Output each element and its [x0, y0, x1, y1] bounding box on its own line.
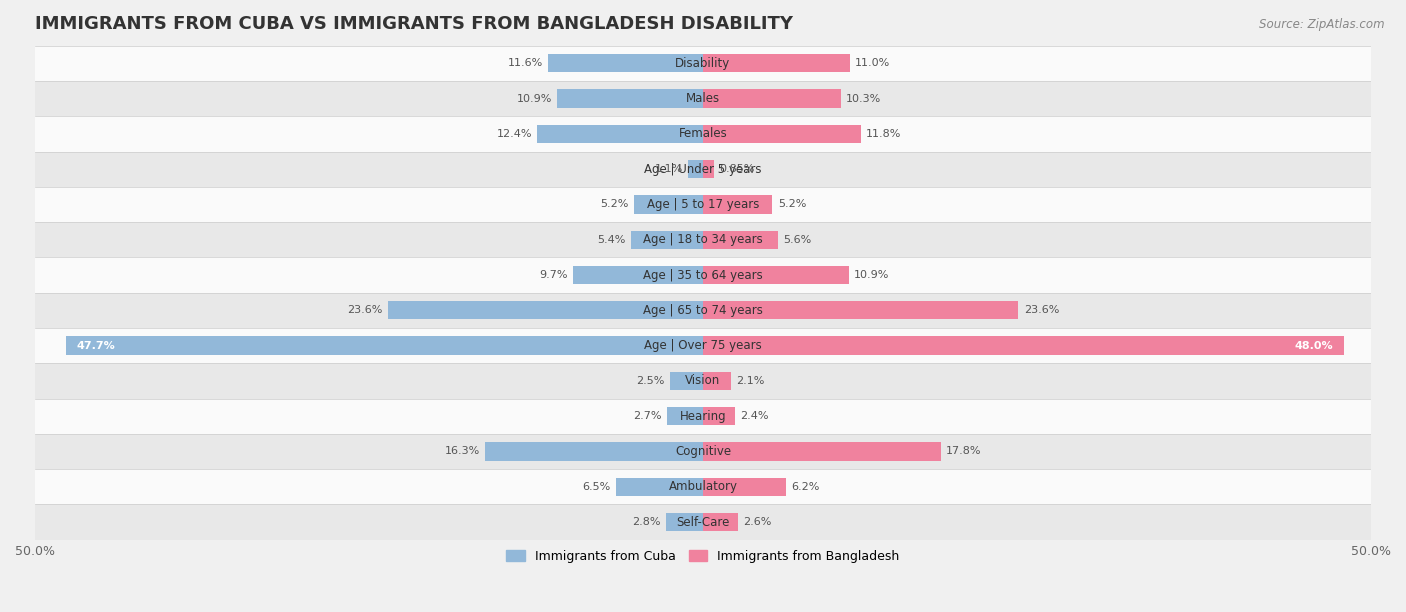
Bar [703, 513, 738, 531]
Bar [616, 477, 703, 496]
Text: Age | 65 to 74 years: Age | 65 to 74 years [643, 304, 763, 317]
Bar [703, 407, 735, 425]
Text: 2.1%: 2.1% [737, 376, 765, 386]
Bar [35, 116, 1371, 152]
Text: 6.2%: 6.2% [792, 482, 820, 491]
Text: 17.8%: 17.8% [946, 446, 981, 457]
Text: 2.4%: 2.4% [741, 411, 769, 421]
Text: 0.85%: 0.85% [720, 164, 755, 174]
Text: 10.3%: 10.3% [846, 94, 882, 103]
Text: 2.6%: 2.6% [744, 517, 772, 527]
Text: 2.8%: 2.8% [631, 517, 661, 527]
Bar [703, 231, 778, 249]
Text: Age | 18 to 34 years: Age | 18 to 34 years [643, 233, 763, 246]
Legend: Immigrants from Cuba, Immigrants from Bangladesh: Immigrants from Cuba, Immigrants from Ba… [502, 545, 904, 568]
Text: Cognitive: Cognitive [675, 445, 731, 458]
Text: 47.7%: 47.7% [76, 341, 115, 351]
Bar [703, 125, 860, 143]
Text: Age | Under 5 years: Age | Under 5 years [644, 163, 762, 176]
Text: 5.6%: 5.6% [783, 235, 811, 245]
Bar [703, 442, 941, 461]
Text: 5.4%: 5.4% [598, 235, 626, 245]
Bar [35, 81, 1371, 116]
Bar [703, 371, 731, 390]
Text: Ambulatory: Ambulatory [668, 480, 738, 493]
Text: 2.5%: 2.5% [636, 376, 664, 386]
Bar [35, 398, 1371, 434]
Bar [388, 301, 703, 319]
Text: 16.3%: 16.3% [444, 446, 479, 457]
Text: 23.6%: 23.6% [347, 305, 382, 315]
Text: Females: Females [679, 127, 727, 140]
Bar [557, 89, 703, 108]
Text: Vision: Vision [685, 375, 721, 387]
Text: 1.1%: 1.1% [655, 164, 683, 174]
Bar [665, 513, 703, 531]
Bar [574, 266, 703, 284]
Bar [631, 231, 703, 249]
Text: Age | 5 to 17 years: Age | 5 to 17 years [647, 198, 759, 211]
Bar [548, 54, 703, 72]
Bar [35, 293, 1371, 328]
Bar [703, 266, 849, 284]
Bar [703, 195, 772, 214]
Bar [703, 301, 1018, 319]
Text: 9.7%: 9.7% [540, 270, 568, 280]
Bar [666, 407, 703, 425]
Text: 23.6%: 23.6% [1024, 305, 1059, 315]
Text: 5.2%: 5.2% [600, 200, 628, 209]
Text: 11.6%: 11.6% [508, 58, 543, 69]
Text: 10.9%: 10.9% [853, 270, 890, 280]
Text: 11.0%: 11.0% [855, 58, 890, 69]
Text: 11.8%: 11.8% [866, 129, 901, 139]
Text: Males: Males [686, 92, 720, 105]
Text: 2.7%: 2.7% [633, 411, 662, 421]
Bar [703, 337, 1344, 355]
Text: Source: ZipAtlas.com: Source: ZipAtlas.com [1260, 18, 1385, 31]
Bar [35, 46, 1371, 81]
Bar [703, 54, 851, 72]
Bar [689, 160, 703, 178]
Text: 5.2%: 5.2% [778, 200, 806, 209]
Bar [703, 477, 786, 496]
Bar [703, 89, 841, 108]
Bar [35, 222, 1371, 258]
Text: IMMIGRANTS FROM CUBA VS IMMIGRANTS FROM BANGLADESH DISABILITY: IMMIGRANTS FROM CUBA VS IMMIGRANTS FROM … [35, 15, 793, 33]
Bar [634, 195, 703, 214]
Bar [35, 434, 1371, 469]
Text: 10.9%: 10.9% [516, 94, 553, 103]
Text: Hearing: Hearing [679, 409, 727, 423]
Bar [35, 469, 1371, 504]
Text: 12.4%: 12.4% [496, 129, 531, 139]
Bar [35, 152, 1371, 187]
Bar [703, 160, 714, 178]
Bar [485, 442, 703, 461]
Text: 6.5%: 6.5% [582, 482, 610, 491]
Bar [35, 364, 1371, 398]
Text: 48.0%: 48.0% [1295, 341, 1334, 351]
Bar [35, 504, 1371, 540]
Bar [35, 328, 1371, 364]
Bar [35, 187, 1371, 222]
Text: Age | Over 75 years: Age | Over 75 years [644, 339, 762, 352]
Bar [537, 125, 703, 143]
Text: Self-Care: Self-Care [676, 515, 730, 529]
Bar [66, 337, 703, 355]
Text: Age | 35 to 64 years: Age | 35 to 64 years [643, 269, 763, 282]
Bar [35, 258, 1371, 293]
Bar [669, 371, 703, 390]
Text: Disability: Disability [675, 57, 731, 70]
